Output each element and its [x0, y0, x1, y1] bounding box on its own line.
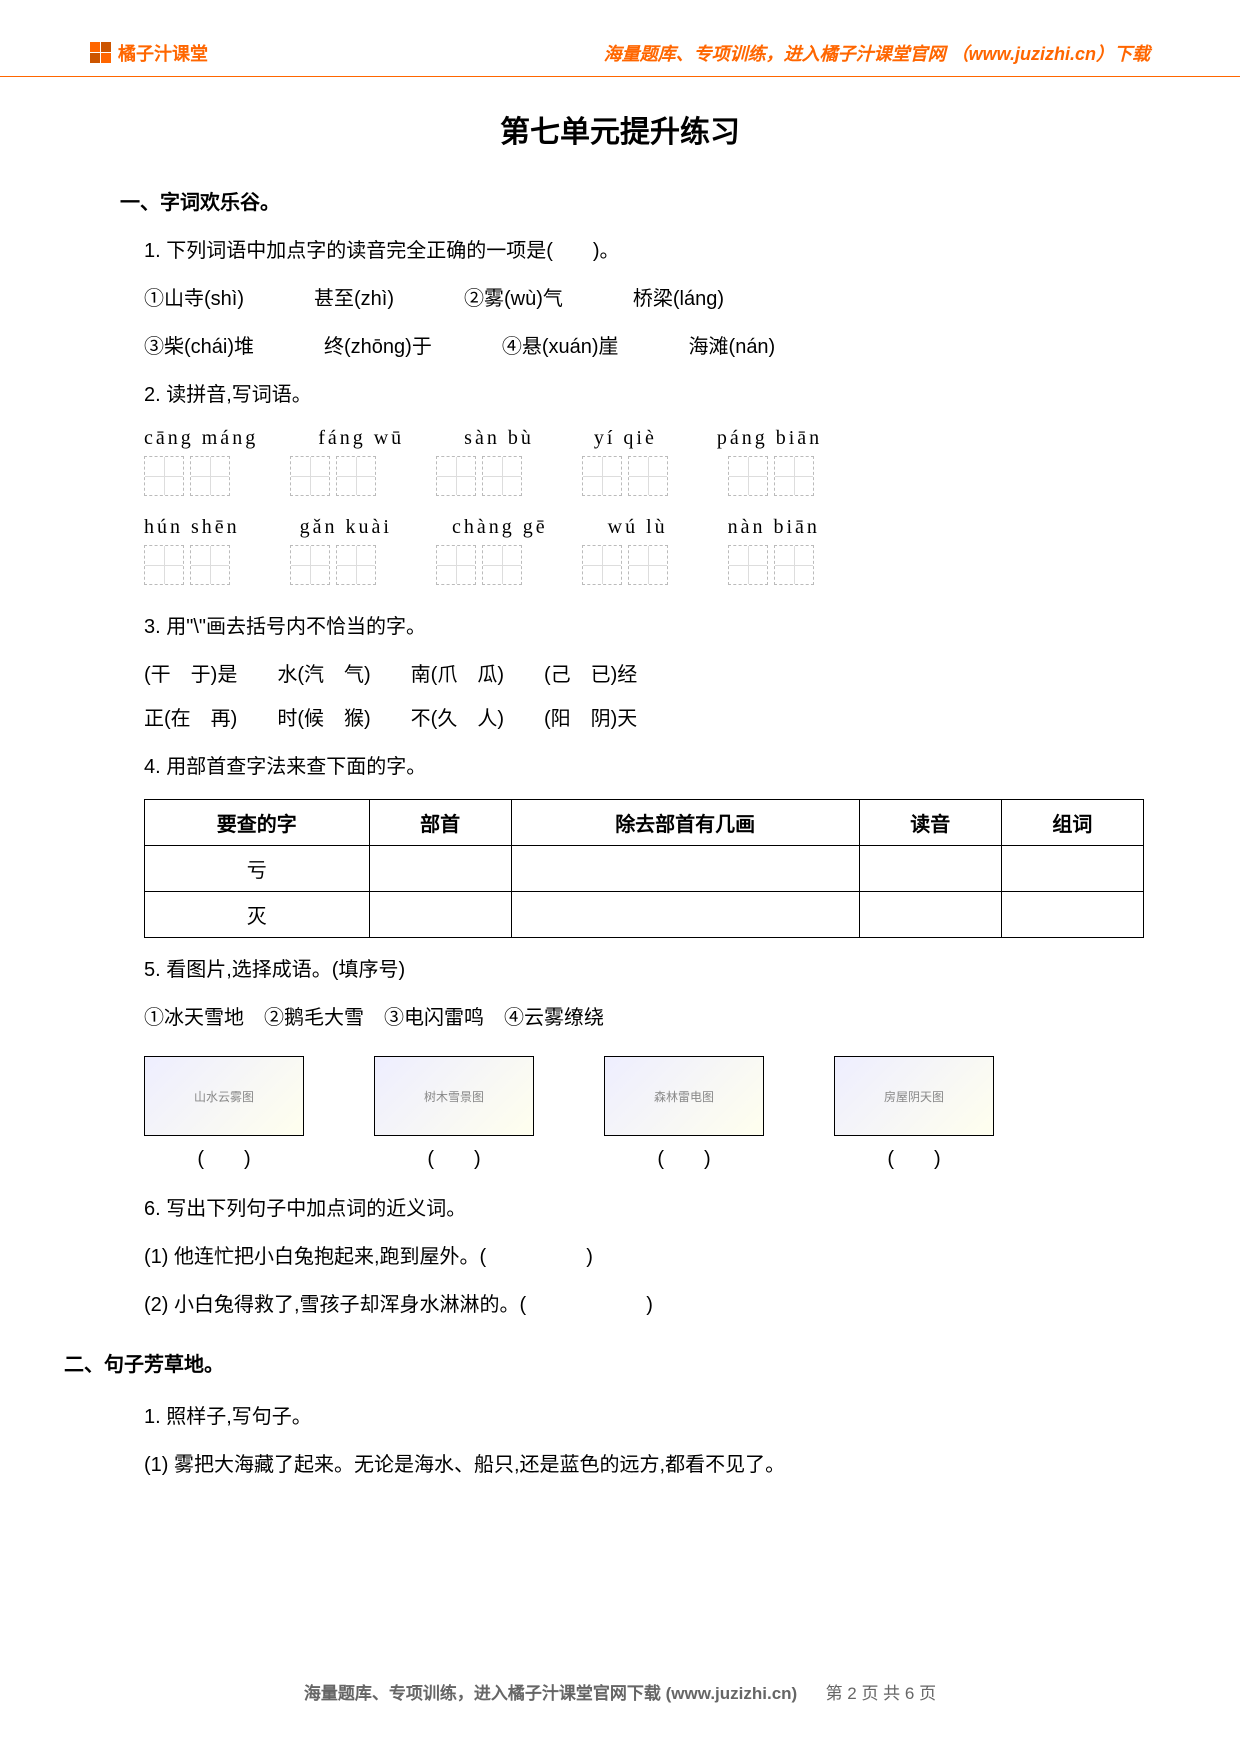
section1-label: 一、字词欢乐谷。: [120, 181, 1120, 225]
blank[interactable]: ( ): [144, 1142, 304, 1171]
td-blank[interactable]: [369, 846, 511, 892]
pinyin: nàn biān: [728, 516, 820, 539]
table-header-row: 要查的字 部首 除去部首有几画 读音 组词: [145, 800, 1144, 846]
q6-item: (1) 他连忙把小白兔抱起来,跑到屋外。( ): [144, 1235, 1120, 1279]
q3-row2: 正(在 再) 时(候 猴) 不(久 人) (阳 阴)天: [144, 697, 1120, 741]
td-blank[interactable]: [859, 846, 1001, 892]
idiom-image: 树木雪景图: [374, 1056, 534, 1136]
char-boxes[interactable]: [728, 456, 814, 496]
idiom-image: 山水云雾图: [144, 1056, 304, 1136]
td-blank[interactable]: [1001, 892, 1143, 938]
page-number: 第 2 页 共 6 页: [826, 1684, 937, 1703]
idiom-image: 森林雷电图: [604, 1056, 764, 1136]
q2-pinyin-row2: hún shēn gǎn kuài chàng gē wú lù nàn biā…: [144, 516, 1120, 539]
q3-item: (阳 阴)天: [544, 697, 637, 741]
q6-item: (2) 小白兔得救了,雪孩子却浑身水淋淋的。( ): [144, 1283, 1120, 1327]
q1-opt: 桥梁(láng): [633, 277, 724, 321]
td-blank[interactable]: [859, 892, 1001, 938]
q1-opt: 终(zhōng)于: [324, 325, 432, 369]
q3-item: (干 于)是: [144, 653, 237, 697]
q3-stem: 3. 用"\"画去括号内不恰当的字。: [144, 605, 1120, 649]
q1-opt: ①山寺(shì): [144, 277, 244, 321]
logo-icon: [90, 42, 112, 64]
q2-stem: 2. 读拼音,写词语。: [144, 373, 1120, 417]
th: 除去部首有几画: [511, 800, 859, 846]
q3-item: 正(在 再): [144, 697, 237, 741]
th: 部首: [369, 800, 511, 846]
q1-opt: 甚至(zhì): [314, 277, 394, 321]
q2-box-row1: [144, 456, 1120, 496]
pinyin: cāng máng: [144, 427, 258, 450]
q3-item: 时(候 猴): [277, 697, 370, 741]
table-row: 灭: [145, 892, 1144, 938]
q2-box-row2: [144, 545, 1120, 585]
pinyin: chàng gē: [452, 516, 548, 539]
q3-item: 水(汽 气): [277, 653, 370, 697]
logo: 橘子汁课堂: [90, 40, 208, 66]
q5-images: 山水云雾图 树木雪景图 森林雷电图 房屋阴天图: [144, 1056, 1120, 1136]
q3-item: 不(久 人): [411, 697, 504, 741]
pinyin: wú lù: [608, 516, 668, 539]
char-boxes[interactable]: [436, 545, 522, 585]
page-header: 橘子汁课堂 海量题库、专项训练，进入橘子汁课堂官网 （www.juzizhi.c…: [0, 0, 1240, 77]
q3-item: 南(爪 瓜): [411, 653, 504, 697]
blank[interactable]: ( ): [374, 1142, 534, 1171]
table-row: 亏: [145, 846, 1144, 892]
blank[interactable]: ( ): [834, 1142, 994, 1171]
td-blank[interactable]: [511, 892, 859, 938]
th: 要查的字: [145, 800, 370, 846]
q5-stem: 5. 看图片,选择成语。(填序号): [144, 948, 1120, 992]
char-boxes[interactable]: [144, 545, 230, 585]
pinyin: fáng wū: [318, 427, 404, 450]
content: 第七单元提升练习 一、字词欢乐谷。 1. 下列词语中加点字的读音完全正确的一项是…: [0, 107, 1240, 1487]
th: 读音: [859, 800, 1001, 846]
logo-text: 橘子汁课堂: [118, 40, 208, 66]
td: 灭: [145, 892, 370, 938]
q1-opt: ③柴(chái)堆: [144, 325, 254, 369]
pinyin: gǎn kuài: [300, 516, 392, 539]
q1-opt: ④悬(xuán)崖: [502, 325, 619, 369]
page-title: 第七单元提升练习: [120, 107, 1120, 151]
header-tagline: 海量题库、专项训练，进入橘子汁课堂官网 （www.juzizhi.cn）下载: [604, 40, 1150, 66]
q4-stem: 4. 用部首查字法来查下面的字。: [144, 745, 1120, 789]
char-boxes[interactable]: [436, 456, 522, 496]
q3-row1: (干 于)是 水(汽 气) 南(爪 瓜) (己 已)经: [144, 653, 1120, 697]
q6-stem: 6. 写出下列句子中加点词的近义词。: [144, 1187, 1120, 1231]
page-footer: 海量题库、专项训练，进入橘子汁课堂官网下载 (www.juzizhi.cn) 第…: [0, 1679, 1240, 1704]
q1-stem: 1. 下列词语中加点字的读音完全正确的一项是( )。: [144, 229, 1120, 273]
pinyin: hún shēn: [144, 516, 240, 539]
section2-label: 二、句子芳草地。: [64, 1343, 1120, 1387]
td: 亏: [145, 846, 370, 892]
char-boxes[interactable]: [582, 456, 668, 496]
td-blank[interactable]: [369, 892, 511, 938]
s2-q1-stem: 1. 照样子,写句子。: [144, 1395, 1120, 1439]
th: 组词: [1001, 800, 1143, 846]
s2-q1-item: (1) 雾把大海藏了起来。无论是海水、船只,还是蓝色的远方,都看不见了。: [144, 1443, 1120, 1487]
q3-item: (己 已)经: [544, 653, 637, 697]
q1-row2: ③柴(chái)堆 终(zhōng)于 ④悬(xuán)崖 海滩(nán): [144, 325, 1120, 369]
idiom-image: 房屋阴天图: [834, 1056, 994, 1136]
pinyin: yí qiè: [594, 427, 657, 450]
q1-opt: 海滩(nán): [689, 325, 776, 369]
td-blank[interactable]: [1001, 846, 1143, 892]
char-boxes[interactable]: [728, 545, 814, 585]
q1-opt: ②雾(wù)气: [464, 277, 563, 321]
pinyin: páng biān: [717, 427, 822, 450]
blank[interactable]: ( ): [604, 1142, 764, 1171]
char-boxes[interactable]: [144, 456, 230, 496]
q5-blanks: ( ) ( ) ( ) ( ): [144, 1142, 1120, 1171]
td-blank[interactable]: [511, 846, 859, 892]
q2-pinyin-row1: cāng máng fáng wū sàn bù yí qiè páng biā…: [144, 427, 1120, 450]
char-boxes[interactable]: [290, 545, 376, 585]
char-boxes[interactable]: [290, 456, 376, 496]
footer-text: 海量题库、专项训练，进入橘子汁课堂官网下载 (www.juzizhi.cn): [304, 1684, 797, 1703]
q1-row1: ①山寺(shì) 甚至(zhì) ②雾(wù)气 桥梁(láng): [144, 277, 1120, 321]
pinyin: sàn bù: [464, 427, 534, 450]
q4-table: 要查的字 部首 除去部首有几画 读音 组词 亏 灭: [144, 799, 1144, 938]
q5-options: ①冰天雪地 ②鹅毛大雪 ③电闪雷鸣 ④云雾缭绕: [144, 996, 1120, 1040]
char-boxes[interactable]: [582, 545, 668, 585]
